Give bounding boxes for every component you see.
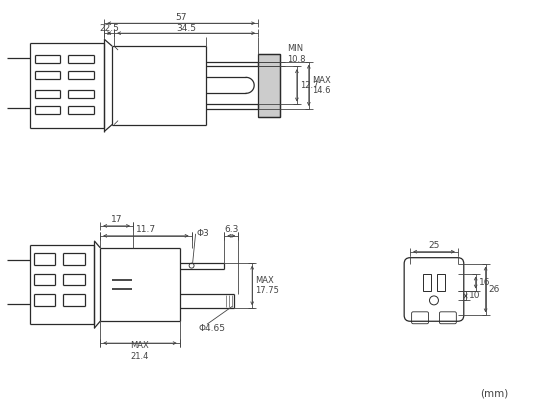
Text: 16: 16 (479, 278, 490, 287)
Text: MIN
10.8: MIN 10.8 (287, 45, 305, 64)
Text: 17: 17 (111, 215, 122, 224)
Text: 6.3: 6.3 (224, 226, 239, 234)
Text: MAX
14.6: MAX 14.6 (312, 76, 330, 95)
Text: 10: 10 (469, 291, 480, 300)
Text: (mm): (mm) (480, 389, 508, 399)
Text: 34.5: 34.5 (176, 24, 196, 33)
Text: 11.7: 11.7 (136, 226, 156, 234)
Text: Φ4.65: Φ4.65 (198, 324, 226, 333)
Bar (437, 273, 445, 291)
Text: 26: 26 (489, 285, 500, 294)
Text: 25: 25 (428, 241, 440, 250)
Bar (423, 273, 431, 291)
Text: 22.5: 22.5 (99, 24, 119, 33)
Text: MAX
17.75: MAX 17.75 (255, 276, 279, 295)
Text: Φ3: Φ3 (197, 229, 209, 238)
Text: 57: 57 (175, 13, 187, 22)
Text: MAX
21.4: MAX 21.4 (130, 341, 150, 361)
Text: 12.7: 12.7 (300, 81, 319, 90)
Bar (258, 54, 280, 117)
